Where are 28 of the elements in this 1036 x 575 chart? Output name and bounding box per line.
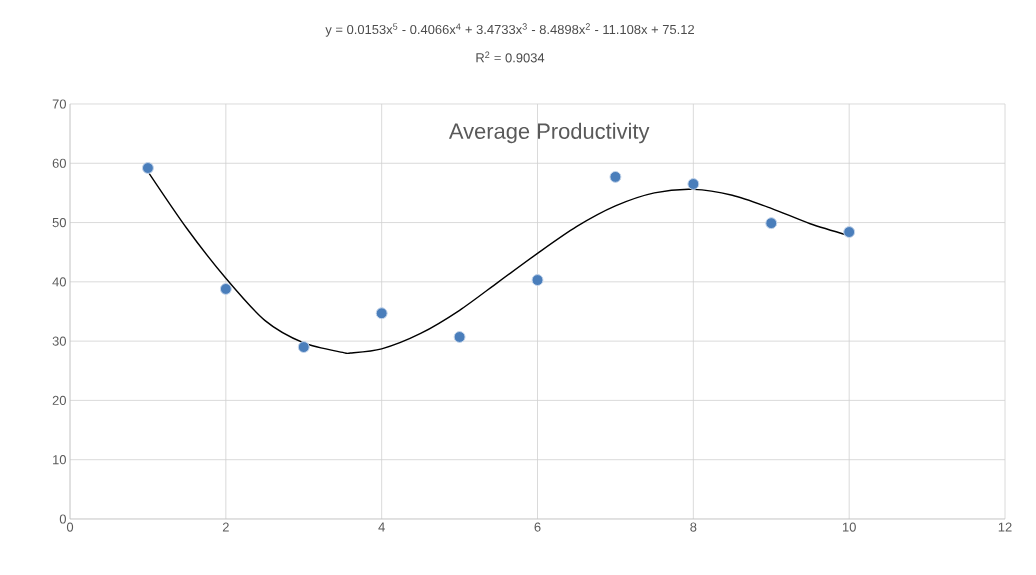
y-tick-label: 30 [52, 336, 66, 346]
y-tick-label: 10 [53, 455, 66, 465]
point [141, 162, 154, 174]
x-tick-label: 4 [378, 522, 385, 532]
x-tick-label: 10 [842, 522, 856, 532]
text: R$^{2}$ = 0.9034 [476, 51, 545, 63]
point [297, 341, 310, 354]
point [219, 282, 232, 295]
point [687, 178, 700, 190]
text: Average Productivity [448, 122, 650, 144]
y-tick-label: 50 [52, 217, 66, 228]
y-tick-label: 0 [59, 514, 66, 524]
point [375, 307, 388, 320]
text: y = 0.0153x$^{5}$ - 0.4066x$^{4}$ + 3.4733x$^{3}$ - 8.4898x$^{2}$ - 11.108x + 75.12 [325, 23, 694, 37]
point [843, 226, 856, 239]
x-tick-label: 0 [66, 522, 74, 532]
point [531, 274, 544, 287]
point [609, 170, 622, 183]
y-tick-label: 60 [52, 158, 66, 168]
x-tick-label: 12 [998, 522, 1012, 532]
x-tick-label: 6 [534, 522, 541, 532]
point [453, 331, 466, 343]
y-tick-label: 40 [52, 277, 66, 287]
y-tick-label: 20 [52, 395, 66, 405]
x-tick-label: 8 [690, 522, 697, 532]
x-tick-label: 2 [222, 522, 229, 532]
y-tick-label: 70 [52, 99, 66, 109]
point [765, 217, 778, 230]
